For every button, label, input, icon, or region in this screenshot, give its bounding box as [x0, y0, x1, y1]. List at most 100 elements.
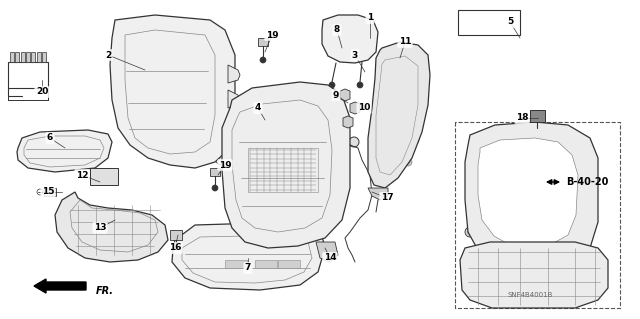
- Circle shape: [406, 64, 414, 72]
- Text: 16: 16: [169, 243, 181, 253]
- Circle shape: [485, 133, 495, 143]
- Polygon shape: [478, 138, 578, 248]
- Circle shape: [585, 225, 595, 235]
- Text: 8: 8: [334, 26, 340, 34]
- Text: 20: 20: [36, 87, 48, 97]
- Circle shape: [260, 57, 266, 63]
- Polygon shape: [465, 122, 598, 268]
- Text: 1: 1: [367, 13, 373, 23]
- Polygon shape: [255, 260, 277, 268]
- Circle shape: [505, 280, 515, 290]
- Text: FR.: FR.: [96, 286, 114, 296]
- Circle shape: [100, 176, 104, 180]
- Circle shape: [475, 255, 485, 265]
- Polygon shape: [15, 52, 19, 62]
- Circle shape: [94, 170, 98, 174]
- Polygon shape: [222, 82, 350, 248]
- Text: 7: 7: [245, 263, 251, 272]
- Polygon shape: [278, 260, 300, 268]
- Polygon shape: [31, 52, 35, 62]
- Circle shape: [411, 136, 419, 144]
- Circle shape: [404, 158, 412, 166]
- Circle shape: [505, 255, 515, 265]
- Polygon shape: [36, 52, 40, 62]
- Polygon shape: [228, 65, 240, 83]
- Circle shape: [106, 170, 110, 174]
- Circle shape: [212, 185, 218, 191]
- Circle shape: [577, 190, 587, 200]
- Polygon shape: [530, 110, 545, 122]
- Circle shape: [391, 86, 399, 94]
- Text: 10: 10: [358, 103, 370, 113]
- Circle shape: [475, 280, 485, 290]
- Polygon shape: [110, 15, 235, 168]
- Circle shape: [470, 190, 480, 200]
- Polygon shape: [10, 52, 14, 62]
- Text: 15: 15: [42, 188, 54, 197]
- Circle shape: [357, 82, 363, 88]
- Text: B-40-20: B-40-20: [566, 177, 609, 187]
- Circle shape: [94, 176, 98, 180]
- Polygon shape: [172, 222, 325, 290]
- Circle shape: [346, 120, 351, 124]
- Polygon shape: [42, 52, 46, 62]
- Circle shape: [353, 106, 358, 110]
- Polygon shape: [343, 116, 353, 128]
- Text: 19: 19: [219, 160, 231, 169]
- Circle shape: [215, 151, 229, 165]
- Circle shape: [540, 280, 550, 290]
- Polygon shape: [210, 168, 220, 176]
- Polygon shape: [26, 52, 30, 62]
- Circle shape: [342, 93, 348, 98]
- Text: 18: 18: [516, 114, 528, 122]
- Polygon shape: [258, 38, 268, 46]
- Circle shape: [173, 249, 179, 255]
- Text: 2: 2: [105, 50, 111, 60]
- FancyArrow shape: [34, 279, 86, 293]
- Text: 9: 9: [333, 91, 339, 100]
- Polygon shape: [225, 260, 247, 268]
- Text: 17: 17: [381, 194, 394, 203]
- Polygon shape: [316, 242, 338, 262]
- Text: 4: 4: [255, 103, 261, 113]
- Circle shape: [349, 137, 359, 147]
- Circle shape: [384, 64, 392, 72]
- Circle shape: [215, 141, 229, 155]
- Circle shape: [391, 136, 399, 144]
- Circle shape: [408, 111, 416, 119]
- Text: SNF4B4001B: SNF4B4001B: [508, 292, 553, 298]
- Text: 3: 3: [352, 50, 358, 60]
- Circle shape: [384, 158, 392, 166]
- Text: 12: 12: [76, 170, 88, 180]
- Circle shape: [329, 82, 335, 88]
- Polygon shape: [228, 115, 240, 133]
- Polygon shape: [368, 42, 430, 188]
- Circle shape: [106, 176, 110, 180]
- Text: 19: 19: [266, 31, 278, 40]
- Polygon shape: [17, 130, 112, 172]
- Polygon shape: [228, 90, 240, 108]
- Polygon shape: [460, 242, 608, 308]
- Circle shape: [470, 143, 480, 153]
- Polygon shape: [55, 192, 168, 262]
- Circle shape: [411, 86, 419, 94]
- Circle shape: [570, 255, 580, 265]
- Circle shape: [535, 130, 545, 140]
- Polygon shape: [20, 52, 24, 62]
- Circle shape: [112, 170, 116, 174]
- Polygon shape: [340, 89, 350, 101]
- Circle shape: [465, 227, 475, 237]
- Polygon shape: [350, 102, 360, 114]
- Text: 11: 11: [399, 38, 412, 47]
- Circle shape: [540, 255, 550, 265]
- Polygon shape: [170, 230, 182, 240]
- Polygon shape: [90, 168, 118, 185]
- Circle shape: [100, 170, 104, 174]
- Polygon shape: [44, 188, 56, 196]
- Text: 6: 6: [47, 133, 53, 143]
- Polygon shape: [322, 15, 378, 63]
- Circle shape: [112, 176, 116, 180]
- Circle shape: [557, 140, 567, 150]
- Circle shape: [570, 280, 580, 290]
- Circle shape: [386, 111, 394, 119]
